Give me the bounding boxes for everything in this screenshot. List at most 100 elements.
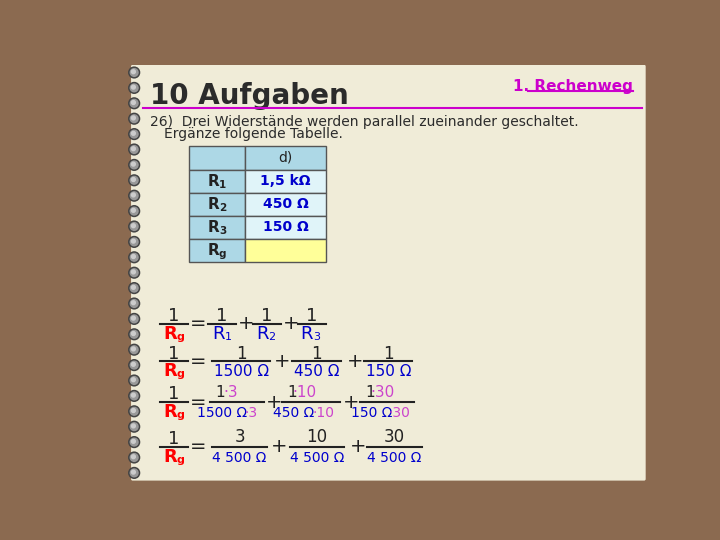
Circle shape	[130, 177, 138, 184]
Text: ·10: ·10	[292, 386, 317, 400]
Circle shape	[132, 393, 135, 397]
Circle shape	[129, 421, 140, 432]
Circle shape	[132, 208, 135, 212]
Circle shape	[132, 440, 135, 443]
Text: R: R	[207, 243, 219, 258]
Circle shape	[129, 452, 140, 463]
Text: g: g	[176, 455, 184, 465]
Text: 2: 2	[219, 203, 226, 213]
Text: 26)  Drei Widerstände werden parallel zueinander geschaltet.: 26) Drei Widerstände werden parallel zue…	[150, 115, 579, 129]
Text: R: R	[212, 325, 225, 342]
Text: R: R	[163, 403, 177, 421]
Circle shape	[132, 347, 135, 351]
Circle shape	[132, 362, 135, 366]
Circle shape	[129, 98, 140, 109]
Circle shape	[129, 360, 140, 370]
Text: 1500 Ω: 1500 Ω	[197, 406, 247, 420]
Bar	[245, 193, 326, 215]
Bar	[189, 146, 245, 170]
FancyBboxPatch shape	[131, 65, 646, 481]
Circle shape	[130, 346, 138, 354]
Text: 1500 Ω: 1500 Ω	[214, 364, 269, 379]
Circle shape	[132, 224, 135, 228]
Circle shape	[130, 392, 138, 400]
Circle shape	[129, 206, 140, 217]
Text: =: =	[190, 352, 207, 371]
Text: 1: 1	[306, 307, 318, 325]
Text: 3: 3	[219, 226, 226, 236]
Circle shape	[132, 100, 135, 104]
Bar	[189, 170, 245, 193]
Text: g: g	[219, 249, 226, 259]
Text: d): d)	[279, 151, 293, 165]
Circle shape	[129, 83, 140, 93]
Text: 150 Ω: 150 Ω	[263, 220, 309, 234]
Text: Ergänze folgende Tabelle.: Ergänze folgende Tabelle.	[163, 127, 343, 141]
Circle shape	[130, 115, 138, 123]
Circle shape	[130, 438, 138, 446]
Circle shape	[129, 175, 140, 186]
Text: g: g	[176, 410, 184, 420]
Text: 1: 1	[168, 345, 179, 362]
Text: 1: 1	[383, 345, 394, 362]
Circle shape	[132, 378, 135, 382]
Circle shape	[129, 190, 140, 201]
Circle shape	[130, 300, 138, 307]
Text: +: +	[347, 352, 364, 371]
Circle shape	[130, 315, 138, 323]
Text: ·3: ·3	[245, 406, 258, 420]
Text: +: +	[283, 314, 300, 333]
Text: R: R	[163, 362, 177, 380]
Text: 4 500 Ω: 4 500 Ω	[290, 450, 344, 464]
Circle shape	[129, 468, 140, 478]
Circle shape	[129, 437, 140, 448]
Text: R: R	[163, 448, 177, 465]
Text: 1: 1	[168, 430, 179, 448]
Bar	[90, 65, 130, 481]
Text: =: =	[190, 437, 207, 456]
Text: R: R	[301, 325, 313, 342]
Circle shape	[132, 85, 135, 89]
Circle shape	[129, 283, 140, 294]
Bar	[189, 215, 245, 239]
Circle shape	[130, 377, 138, 384]
Text: ·30: ·30	[388, 406, 410, 420]
Circle shape	[132, 70, 135, 73]
Text: 3: 3	[234, 428, 245, 447]
Circle shape	[132, 270, 135, 274]
Text: 30: 30	[384, 428, 405, 447]
Circle shape	[130, 130, 138, 138]
Text: 150 Ω: 150 Ω	[351, 406, 392, 420]
Circle shape	[130, 222, 138, 231]
Text: +: +	[343, 393, 359, 411]
Circle shape	[132, 424, 135, 428]
Text: +: +	[271, 437, 287, 456]
Circle shape	[129, 267, 140, 278]
Text: R: R	[207, 173, 219, 188]
Circle shape	[130, 253, 138, 261]
Circle shape	[132, 316, 135, 320]
Text: +: +	[350, 437, 366, 456]
Text: ·10: ·10	[312, 406, 334, 420]
Circle shape	[132, 239, 135, 243]
Circle shape	[129, 67, 140, 78]
Bar	[189, 239, 245, 262]
Text: +: +	[266, 393, 282, 411]
Circle shape	[129, 375, 140, 386]
Circle shape	[129, 113, 140, 124]
Text: 1: 1	[261, 307, 272, 325]
Text: +: +	[274, 352, 290, 371]
Text: g: g	[176, 369, 184, 379]
Circle shape	[129, 345, 140, 355]
Circle shape	[132, 116, 135, 120]
Text: 1: 1	[216, 307, 228, 325]
Text: R: R	[256, 325, 269, 342]
Bar	[245, 215, 326, 239]
Circle shape	[129, 221, 140, 232]
Text: 1: 1	[225, 332, 233, 342]
Circle shape	[130, 469, 138, 477]
Text: 1: 1	[311, 345, 322, 362]
Circle shape	[132, 470, 135, 474]
Text: 1: 1	[287, 386, 297, 400]
Circle shape	[130, 284, 138, 292]
